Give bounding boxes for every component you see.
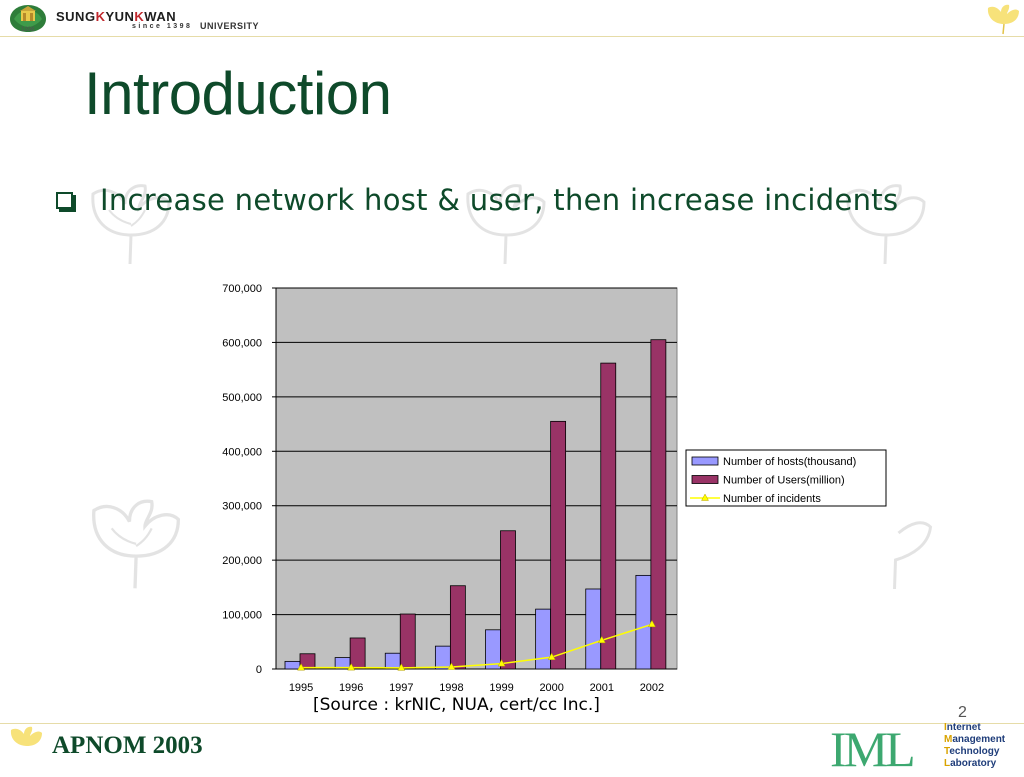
x-tick-label: 2001	[590, 682, 614, 694]
incidents-line	[301, 623, 653, 669]
hosts-bar	[384, 652, 401, 670]
y-tick-label: 100,000	[222, 610, 262, 622]
legend-marker	[701, 493, 709, 501]
lab-name-line: Internet	[944, 722, 981, 733]
ginkgo-leaf-icon	[10, 726, 42, 756]
plot-area	[275, 287, 678, 670]
hosts-bar	[284, 660, 301, 670]
imil-logo: IML Internet Management Technology Labor…	[830, 722, 1020, 774]
chart-legend	[685, 449, 887, 507]
y-tick-label: 600,000	[222, 337, 262, 349]
lab-name-line: Laboratory	[944, 758, 997, 769]
users-bar	[299, 653, 316, 670]
slide-title: Introduction	[84, 60, 392, 127]
legend-entry: Number of hosts(thousand)	[723, 456, 856, 468]
university-emblem-icon	[10, 5, 46, 32]
hosts-bar	[585, 588, 602, 670]
y-tick-label: 400,000	[222, 446, 262, 458]
x-tick-label: 2002	[640, 682, 664, 694]
y-tick-label: 300,000	[222, 501, 262, 513]
watermark-leaf-icon	[91, 184, 171, 265]
users-bar	[349, 637, 366, 670]
y-tick-label: 200,000	[222, 555, 262, 567]
legend-entry: Number of incidents	[723, 493, 821, 505]
incidents-point	[497, 659, 506, 667]
university-since: since 1398	[132, 23, 193, 30]
hosts-bar	[535, 608, 552, 670]
footer-divider	[0, 723, 1024, 724]
users-bar	[500, 530, 516, 670]
hosts-bar	[434, 645, 451, 670]
bullet-item: Increase network host & user, then incre…	[56, 183, 898, 217]
x-tick-label: 1999	[489, 682, 513, 694]
watermark-leaf-icon	[92, 499, 181, 589]
bullet-square-icon	[56, 191, 73, 209]
header-divider	[0, 36, 1024, 37]
x-tick-label: 1995	[289, 682, 313, 694]
users-bar	[449, 585, 466, 670]
users-bar	[550, 420, 567, 670]
legend-entry: Number of Users(million)	[723, 475, 845, 487]
imil-logo-mark: IML	[830, 721, 916, 777]
y-tick-label: 500,000	[222, 392, 262, 404]
legend-swatch	[691, 475, 719, 484]
university-logo: 1398 SUNGKYUNKWAN since 1398 UNIVERSITY	[4, 2, 274, 36]
incidents-point	[447, 662, 456, 670]
bullet-text: Increase network host & user, then incre…	[100, 183, 899, 217]
lab-name: Internet Management Technology Laborator…	[944, 722, 1005, 770]
source-caption: [Source : krNIC, NUA, cert/cc Inc.]	[313, 695, 600, 715]
lab-name-line: Management	[944, 734, 1006, 745]
x-tick-label: 1997	[389, 682, 413, 694]
page-number: 2	[958, 704, 967, 721]
users-bar	[650, 339, 667, 670]
watermark-leaf-icon	[893, 521, 933, 590]
users-bar	[399, 613, 416, 670]
university-founding-year: 1398	[21, 27, 35, 33]
university-suffix: UNIVERSITY	[200, 21, 260, 31]
ginkgo-leaf-icon	[987, 4, 1019, 35]
hosts-bar	[635, 574, 652, 670]
y-tick-label: 700,000	[222, 283, 262, 295]
incidents-point	[347, 663, 356, 671]
incidents-point	[597, 635, 606, 644]
legend-swatch	[691, 456, 719, 466]
y-tick-label: 0	[256, 664, 262, 676]
x-tick-label: 1996	[339, 682, 363, 694]
watermark-leaf-icon	[466, 184, 546, 265]
lab-name-line: Technology	[944, 746, 1000, 757]
conference-name: APNOM 2003	[52, 732, 203, 759]
x-tick-label: 2000	[539, 682, 563, 694]
incidents-point	[397, 663, 406, 671]
users-bar	[600, 362, 617, 670]
incidents-point	[648, 619, 656, 628]
watermark-leaf-icon	[846, 184, 926, 265]
university-name: SUNGKYUNKWAN	[56, 9, 177, 24]
x-tick-label: 1998	[439, 682, 463, 694]
incidents-point	[547, 652, 556, 660]
incidents-point	[297, 663, 305, 671]
